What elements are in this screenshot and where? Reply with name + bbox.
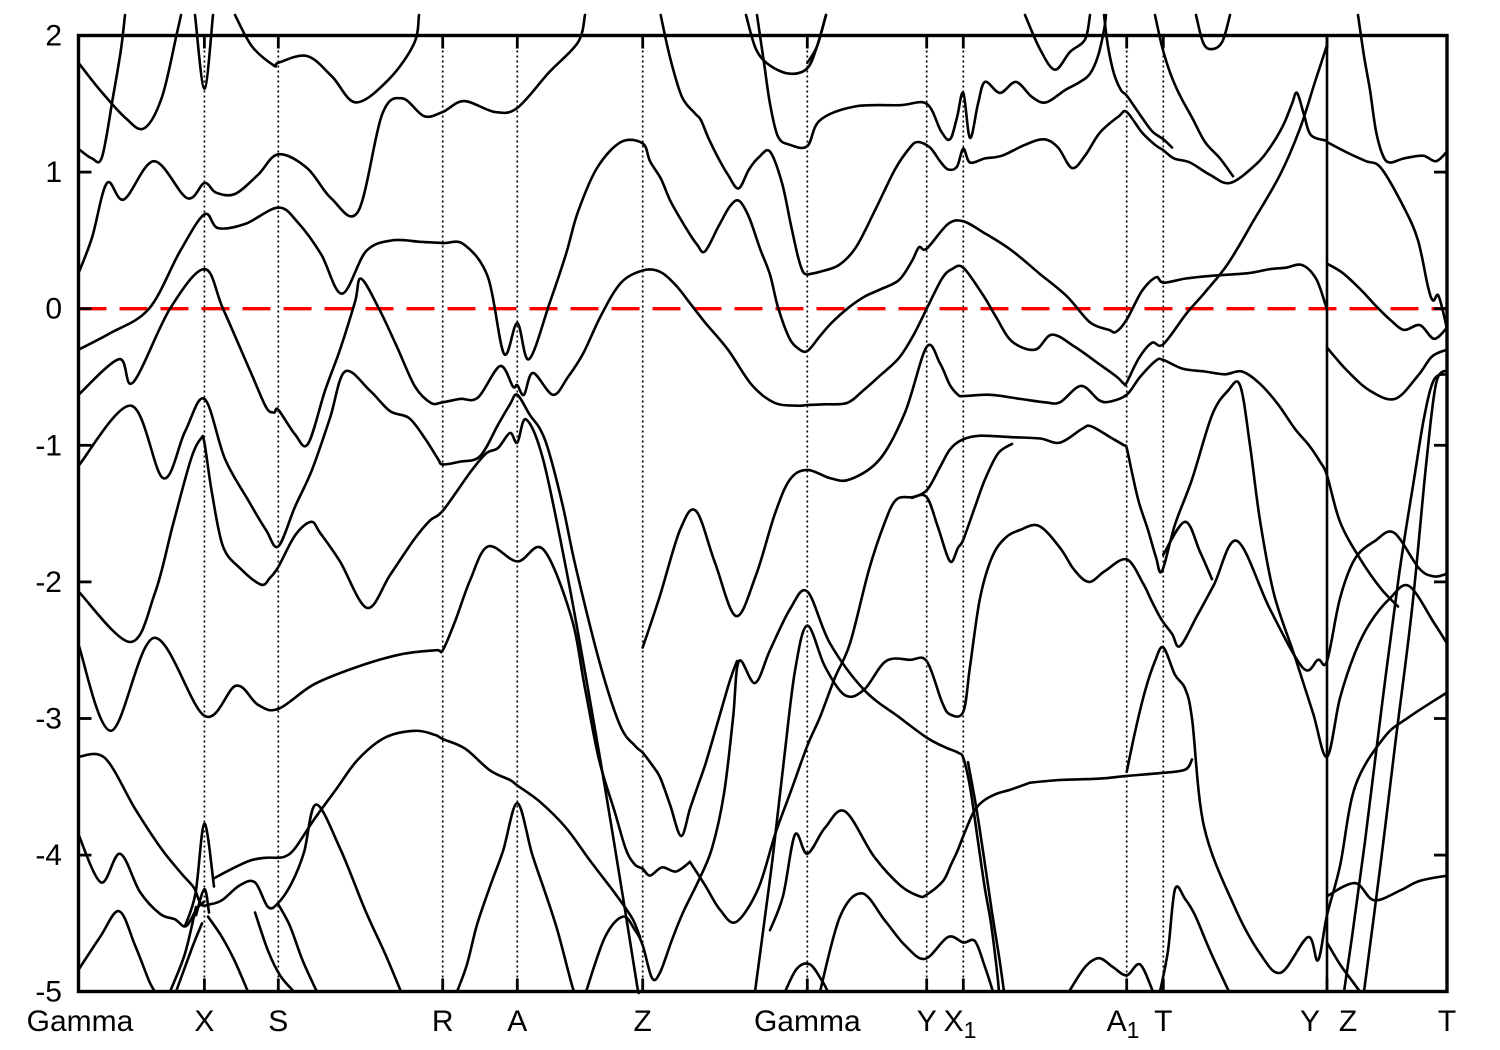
svg-text:Z: Z bbox=[1339, 1005, 1357, 1038]
svg-text:-2: -2 bbox=[35, 566, 62, 599]
svg-text:T: T bbox=[1154, 1005, 1172, 1038]
svg-text:1: 1 bbox=[45, 156, 62, 189]
svg-text:-4: -4 bbox=[35, 839, 62, 872]
svg-text:R: R bbox=[432, 1005, 454, 1038]
svg-text:T: T bbox=[1438, 1005, 1456, 1038]
svg-text:X: X bbox=[194, 1005, 214, 1038]
svg-text:-1: -1 bbox=[35, 429, 62, 462]
svg-text:0: 0 bbox=[45, 293, 62, 326]
svg-text:Y: Y bbox=[1300, 1005, 1320, 1038]
svg-text:Gamma: Gamma bbox=[27, 1005, 134, 1038]
svg-text:A: A bbox=[507, 1005, 527, 1038]
svg-text:S: S bbox=[268, 1005, 288, 1038]
svg-text:-5: -5 bbox=[35, 976, 62, 1009]
svg-text:Gamma: Gamma bbox=[754, 1005, 861, 1038]
svg-text:Z: Z bbox=[634, 1005, 652, 1038]
svg-text:Y: Y bbox=[917, 1005, 937, 1038]
svg-text:-3: -3 bbox=[35, 703, 62, 736]
svg-text:2: 2 bbox=[45, 20, 62, 53]
